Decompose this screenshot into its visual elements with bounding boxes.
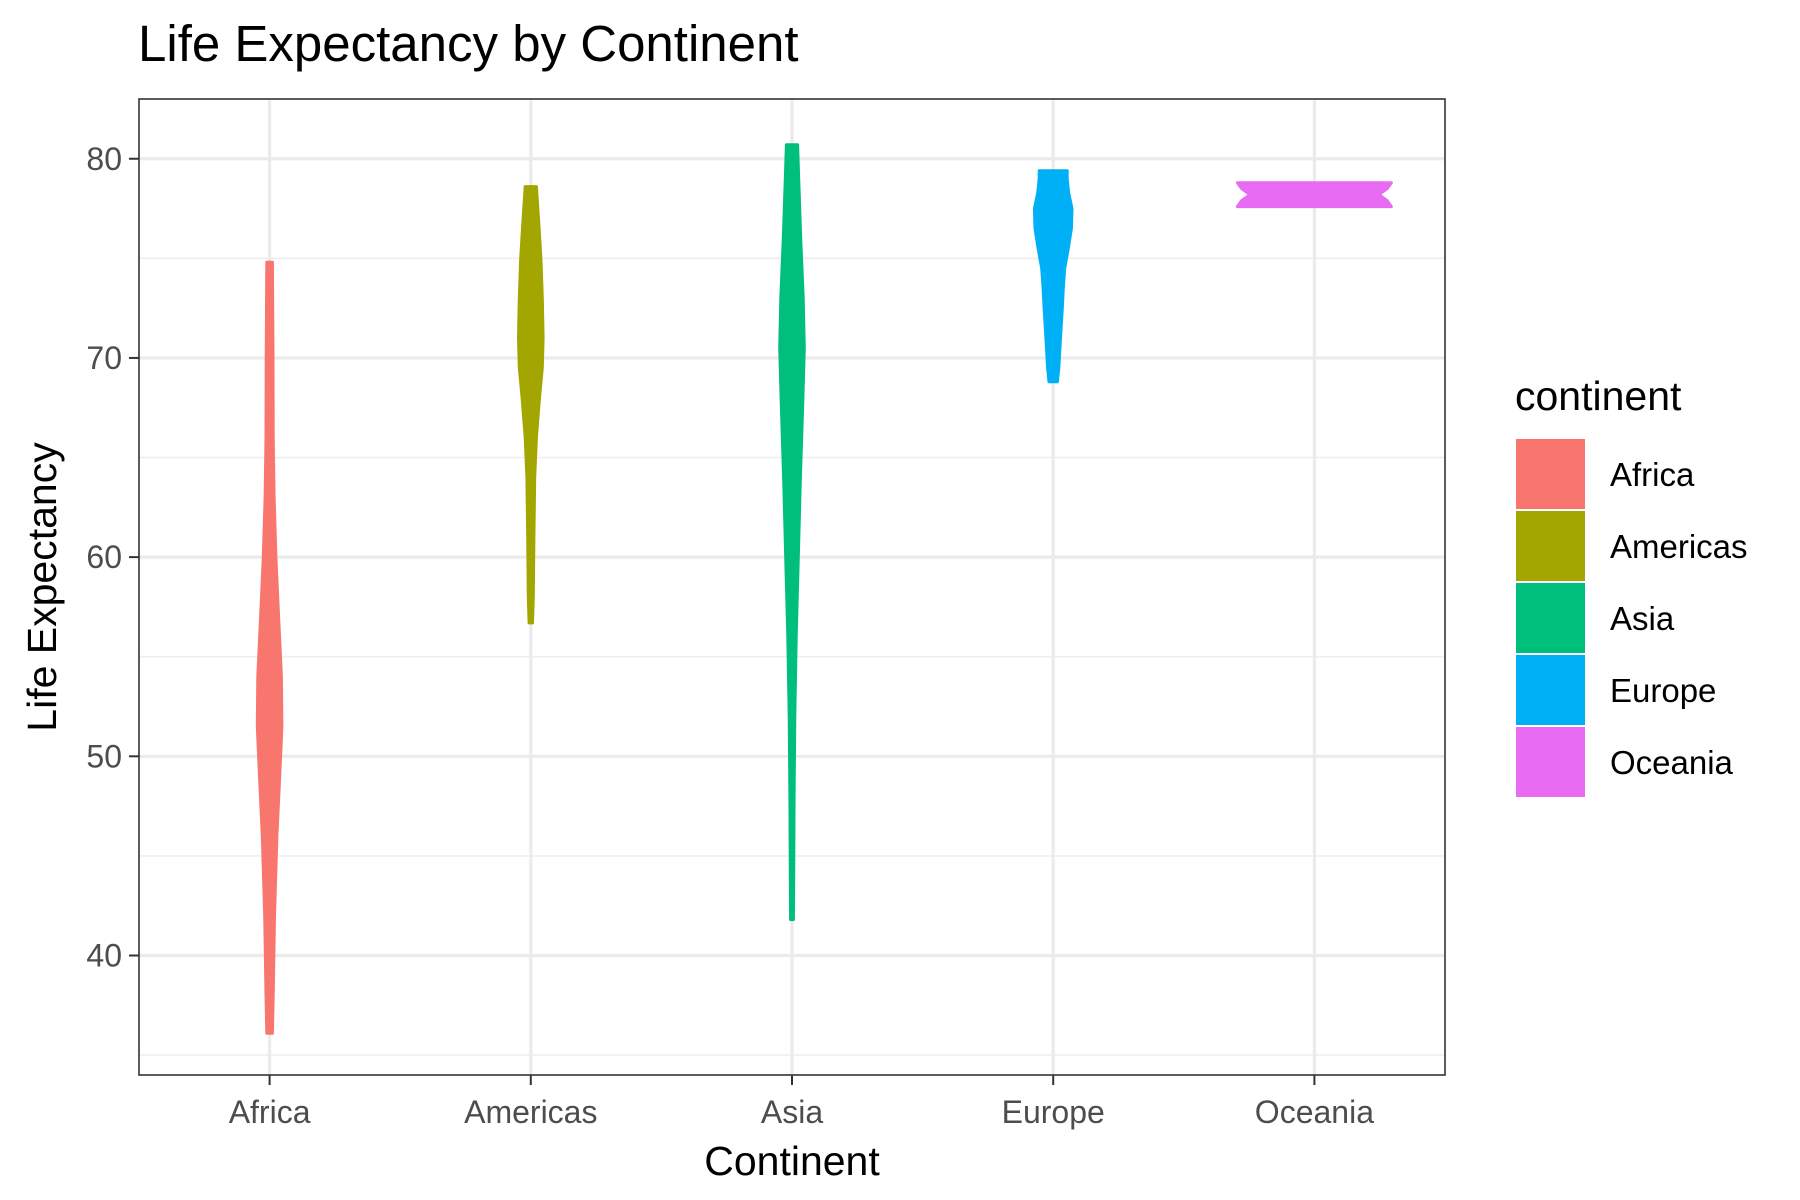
y-tick-label: 50 xyxy=(86,738,122,774)
chart-title: Life Expectancy by Continent xyxy=(138,15,799,72)
violin-europe xyxy=(1032,169,1074,384)
x-tick-label: Asia xyxy=(761,1094,823,1130)
violin-oceania xyxy=(1235,181,1393,209)
x-tick-label: Americas xyxy=(464,1094,597,1130)
y-axis: 40 50 60 70 80 xyxy=(86,141,139,973)
legend-title: continent xyxy=(1515,373,1682,419)
y-tick-label: 80 xyxy=(86,141,122,177)
legend-key-europe xyxy=(1514,653,1587,727)
y-tick-label: 60 xyxy=(86,539,122,575)
legend-label: Asia xyxy=(1610,600,1675,637)
legend-key-asia xyxy=(1514,581,1587,655)
legend-key-africa xyxy=(1514,437,1587,511)
violin-americas xyxy=(517,185,545,625)
violin-layer xyxy=(255,143,1393,1035)
x-tick-label: Africa xyxy=(229,1094,311,1130)
x-tick-label: Oceania xyxy=(1255,1094,1374,1130)
legend-key-americas xyxy=(1514,509,1587,583)
legend-label: Africa xyxy=(1610,456,1695,493)
x-axis: Africa Americas Asia Europe Oceania xyxy=(229,1075,1374,1130)
x-tick-label: Europe xyxy=(1002,1094,1105,1130)
y-axis-title: Life Expectancy xyxy=(19,442,65,732)
legend-key-oceania xyxy=(1514,725,1587,799)
legend-label: Oceania xyxy=(1610,744,1734,781)
x-axis-title: Continent xyxy=(704,1138,880,1184)
y-tick-label: 40 xyxy=(86,937,122,973)
legend-label: Americas xyxy=(1610,528,1748,565)
violin-asia xyxy=(778,143,806,922)
legend-label: Europe xyxy=(1610,672,1716,709)
legend: continent Africa Americas Asia Europe Oceani… xyxy=(1514,373,1748,799)
y-tick-label: 70 xyxy=(86,340,122,376)
violin-africa xyxy=(255,260,284,1035)
